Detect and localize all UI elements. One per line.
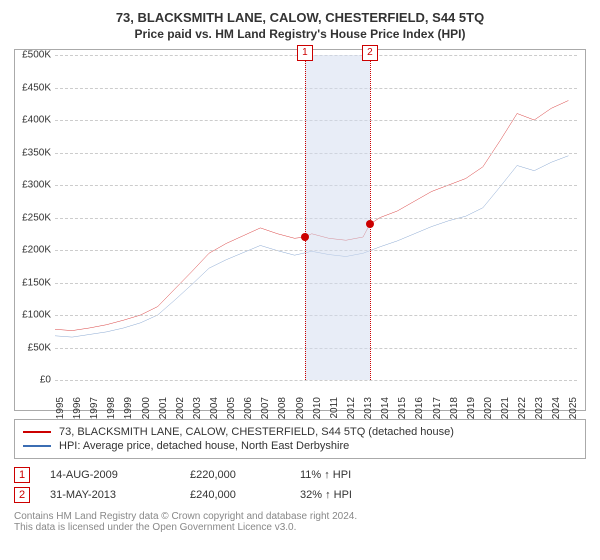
x-tick-label: 2014 xyxy=(380,397,391,419)
x-tick-label: 2002 xyxy=(175,397,186,419)
y-tick-label: £450K xyxy=(22,82,51,93)
legend-label: HPI: Average price, detached house, Nort… xyxy=(59,440,349,452)
y-tick-label: £300K xyxy=(22,180,51,191)
x-tick-label: 2013 xyxy=(363,397,374,419)
x-tick-label: 2021 xyxy=(500,397,511,419)
sale-marker-box: 2 xyxy=(362,45,378,61)
legend-swatch xyxy=(23,431,51,433)
x-tick-label: 2015 xyxy=(397,397,408,419)
legend: 73, BLACKSMITH LANE, CALOW, CHESTERFIELD… xyxy=(14,419,586,459)
x-tick-label: 2008 xyxy=(277,397,288,419)
sale-marker-box: 1 xyxy=(297,45,313,61)
price-chart: £0 £50K £100K £150K £200K £250K £300K £350K £400… xyxy=(14,49,586,411)
x-tick-label: 2023 xyxy=(534,397,545,419)
y-tick-label: £50K xyxy=(28,342,51,353)
sale-marker-inline: 2 xyxy=(14,487,30,503)
highlight-line xyxy=(370,55,371,380)
y-tick-label: £0 xyxy=(40,375,51,386)
x-tick-label: 1996 xyxy=(72,397,83,419)
footer-line-2: This data is licensed under the Open Gov… xyxy=(14,522,586,533)
y-tick-label: £350K xyxy=(22,147,51,158)
x-tick-label: 1999 xyxy=(123,397,134,419)
x-tick-label: 2005 xyxy=(226,397,237,419)
x-tick-label: 2020 xyxy=(483,397,494,419)
x-tick-label: 2019 xyxy=(466,397,477,419)
x-tick-label: 2012 xyxy=(346,397,357,419)
x-tick-label: 2011 xyxy=(329,397,340,419)
sale-hpi: 32% ↑ HPI xyxy=(300,489,352,501)
sale-dot xyxy=(301,233,309,241)
y-axis: £0£50K£100K£150K£200K£250K£300K£350K£400… xyxy=(15,55,55,380)
sale-price: £240,000 xyxy=(190,489,300,501)
y-tick-label: £150K xyxy=(22,277,51,288)
sale-dot xyxy=(366,220,374,228)
sale-price: £220,000 xyxy=(190,469,300,481)
x-tick-label: 2001 xyxy=(158,397,169,419)
x-tick-label: 2003 xyxy=(192,397,203,419)
x-tick-label: 2000 xyxy=(141,397,152,419)
y-tick-label: £250K xyxy=(22,212,51,223)
sale-date: 14-AUG-2009 xyxy=(50,469,190,481)
x-axis: 1995199619971998199920002001200220032004… xyxy=(55,380,577,410)
x-tick-label: 2017 xyxy=(432,397,443,419)
sale-hpi: 11% ↑ HPI xyxy=(300,469,351,481)
sale-date: 31-MAY-2013 xyxy=(50,489,190,501)
legend-label: 73, BLACKSMITH LANE, CALOW, CHESTERFIELD… xyxy=(59,426,454,438)
sale-row: 2 31-MAY-2013£240,00032% ↑ HPI xyxy=(14,487,586,503)
footer-line-1: Contains HM Land Registry data © Crown c… xyxy=(14,511,586,522)
y-tick-label: £500K xyxy=(22,50,51,61)
x-tick-label: 1997 xyxy=(89,397,100,419)
x-tick-label: 2004 xyxy=(209,397,220,419)
legend-item: HPI: Average price, detached house, Nort… xyxy=(23,440,577,452)
x-tick-label: 2006 xyxy=(243,397,254,419)
y-tick-label: £100K xyxy=(22,310,51,321)
highlight-band xyxy=(305,55,370,380)
x-tick-label: 2016 xyxy=(414,397,425,419)
sale-row: 1 14-AUG-2009£220,00011% ↑ HPI xyxy=(14,467,586,483)
x-tick-label: 2024 xyxy=(551,397,562,419)
title-main: 73, BLACKSMITH LANE, CALOW, CHESTERFIELD… xyxy=(10,10,590,25)
sales-events: 1 14-AUG-2009£220,00011% ↑ HPI 2 31-MAY-201… xyxy=(14,467,586,503)
x-tick-label: 2007 xyxy=(260,397,271,419)
x-tick-label: 2018 xyxy=(449,397,460,419)
x-tick-label: 1995 xyxy=(55,397,66,419)
highlight-line xyxy=(305,55,306,380)
y-tick-label: £200K xyxy=(22,245,51,256)
title-sub: Price paid vs. HM Land Registry's House … xyxy=(10,27,590,41)
x-tick-label: 1998 xyxy=(106,397,117,419)
legend-swatch xyxy=(23,445,51,447)
footer-attribution: Contains HM Land Registry data © Crown c… xyxy=(14,511,586,533)
legend-item: 73, BLACKSMITH LANE, CALOW, CHESTERFIELD… xyxy=(23,426,577,438)
x-tick-label: 2025 xyxy=(568,397,579,419)
y-tick-label: £400K xyxy=(22,115,51,126)
plot-area: 12 xyxy=(55,55,577,380)
x-tick-label: 2022 xyxy=(517,397,528,419)
sale-marker-inline: 1 xyxy=(14,467,30,483)
x-tick-label: 2009 xyxy=(295,397,306,419)
x-tick-label: 2010 xyxy=(312,397,323,419)
